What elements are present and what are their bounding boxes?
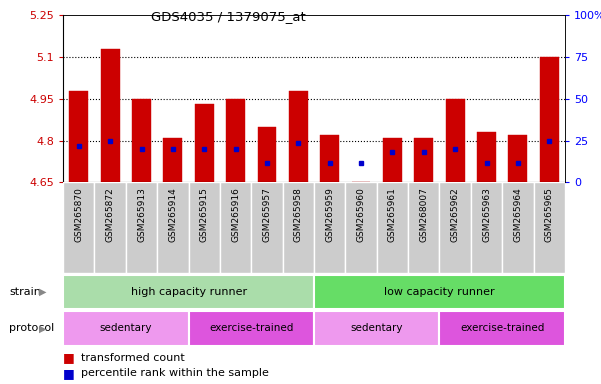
Bar — [126, 182, 157, 273]
Text: GSM265957: GSM265957 — [263, 187, 272, 242]
Bar — [289, 91, 308, 182]
Bar — [534, 182, 565, 273]
Bar — [383, 138, 402, 182]
Text: GSM265961: GSM265961 — [388, 187, 397, 242]
Text: GSM265963: GSM265963 — [482, 187, 491, 242]
Text: ▶: ▶ — [39, 287, 46, 297]
Bar — [226, 99, 245, 182]
Text: GSM265964: GSM265964 — [513, 187, 522, 242]
Bar — [446, 99, 465, 182]
Bar — [94, 182, 126, 273]
Text: protocol: protocol — [9, 323, 54, 333]
Bar — [195, 104, 213, 182]
Bar — [320, 135, 339, 182]
Text: ▶: ▶ — [39, 323, 46, 333]
Text: GSM265962: GSM265962 — [451, 187, 460, 242]
Text: strain: strain — [9, 287, 41, 297]
Bar — [69, 91, 88, 182]
Text: high capacity runner: high capacity runner — [130, 287, 246, 297]
Bar — [157, 182, 189, 273]
Text: exercise-trained: exercise-trained — [209, 323, 293, 333]
Text: GSM265870: GSM265870 — [75, 187, 84, 242]
Bar — [314, 311, 439, 346]
Text: GSM268007: GSM268007 — [419, 187, 429, 242]
Text: sedentary: sedentary — [100, 323, 152, 333]
Text: GSM265915: GSM265915 — [200, 187, 209, 242]
Text: ■: ■ — [63, 351, 75, 364]
Bar — [314, 275, 565, 309]
Bar — [314, 182, 346, 273]
Bar — [220, 182, 251, 273]
Text: GSM265916: GSM265916 — [231, 187, 240, 242]
Bar — [502, 182, 534, 273]
Bar — [63, 182, 94, 273]
Bar — [477, 132, 496, 182]
Text: GSM265960: GSM265960 — [356, 187, 365, 242]
Bar — [282, 182, 314, 273]
Bar — [414, 138, 433, 182]
Text: exercise-trained: exercise-trained — [460, 323, 545, 333]
Bar — [258, 127, 276, 182]
Bar — [163, 138, 182, 182]
Bar — [508, 135, 527, 182]
Bar — [132, 99, 151, 182]
Bar — [101, 49, 120, 182]
Bar — [346, 182, 377, 273]
Bar — [377, 182, 408, 273]
Bar — [63, 311, 189, 346]
Text: GSM265958: GSM265958 — [294, 187, 303, 242]
Bar — [439, 182, 471, 273]
Text: transformed count: transformed count — [81, 353, 185, 363]
Text: ■: ■ — [63, 367, 75, 380]
Text: GDS4035 / 1379075_at: GDS4035 / 1379075_at — [151, 10, 306, 23]
Text: GSM265959: GSM265959 — [325, 187, 334, 242]
Bar — [439, 311, 565, 346]
Bar — [251, 182, 282, 273]
Text: percentile rank within the sample: percentile rank within the sample — [81, 368, 269, 379]
Text: GSM265913: GSM265913 — [137, 187, 146, 242]
Bar — [540, 57, 559, 182]
Text: low capacity runner: low capacity runner — [384, 287, 495, 297]
Bar — [189, 311, 314, 346]
Bar — [471, 182, 502, 273]
Text: GSM265872: GSM265872 — [106, 187, 115, 242]
Bar — [63, 275, 314, 309]
Text: GSM265914: GSM265914 — [168, 187, 177, 242]
Text: GSM265965: GSM265965 — [545, 187, 554, 242]
Bar — [408, 182, 439, 273]
Text: sedentary: sedentary — [350, 323, 403, 333]
Bar — [189, 182, 220, 273]
